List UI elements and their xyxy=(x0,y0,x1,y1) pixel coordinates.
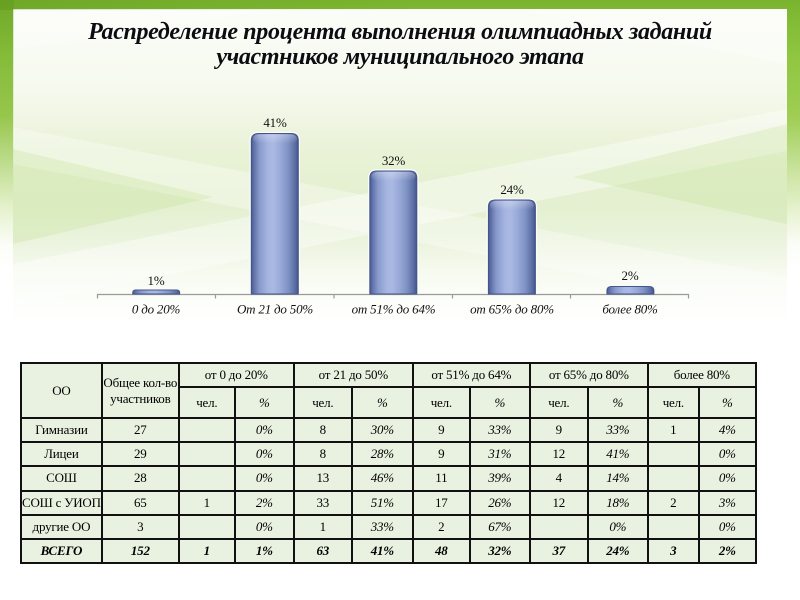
svg-text:41%: 41% xyxy=(263,115,287,130)
svg-text:24%: 24% xyxy=(500,182,524,197)
svg-text:от 51% до 64%: от 51% до 64% xyxy=(352,302,436,317)
svg-text:более 80%: более 80% xyxy=(602,302,658,317)
svg-text:От 21 до 50%: От 21 до 50% xyxy=(237,302,313,317)
svg-text:32%: 32% xyxy=(382,153,406,168)
svg-text:от 65% до 80%: от 65% до 80% xyxy=(470,302,554,317)
svg-text:1%: 1% xyxy=(148,273,165,288)
svg-text:0 до 20%: 0 до 20% xyxy=(132,302,181,317)
svg-text:2%: 2% xyxy=(622,268,639,283)
